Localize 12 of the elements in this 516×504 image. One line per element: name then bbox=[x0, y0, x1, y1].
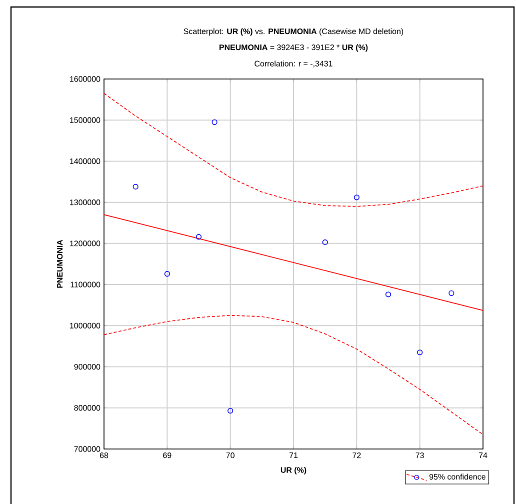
point bbox=[196, 234, 202, 240]
point bbox=[212, 119, 218, 125]
point bbox=[228, 408, 234, 414]
point bbox=[385, 292, 392, 298]
point bbox=[322, 239, 328, 245]
point bbox=[354, 194, 360, 200]
point bbox=[417, 350, 423, 356]
line-series bbox=[104, 314, 484, 435]
line-series bbox=[104, 92, 484, 207]
point bbox=[164, 271, 170, 277]
point bbox=[448, 290, 454, 296]
point bbox=[132, 184, 138, 190]
